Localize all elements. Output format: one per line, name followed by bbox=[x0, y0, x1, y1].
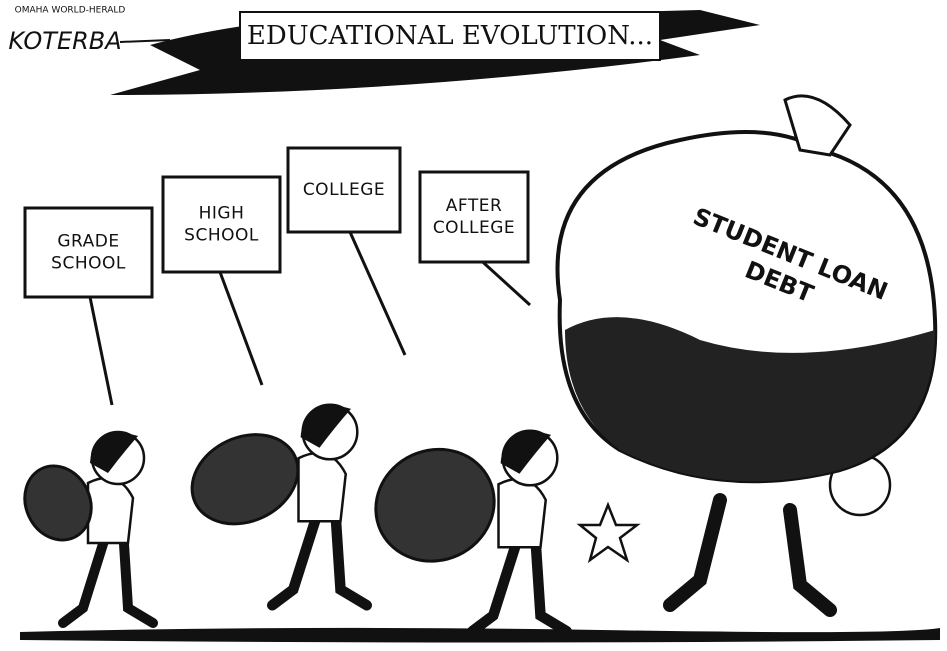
publication: OMAHA WORLD-HERALD bbox=[15, 6, 126, 16]
sign-label: GRADE bbox=[57, 232, 119, 252]
sign-stick bbox=[350, 232, 405, 355]
backpack bbox=[177, 418, 312, 541]
sign-stick bbox=[90, 297, 112, 405]
sign-stick bbox=[220, 272, 262, 385]
sign-label: SCHOOL bbox=[51, 254, 126, 274]
title: EDUCATIONAL EVOLUTION... bbox=[247, 21, 653, 51]
body bbox=[88, 478, 133, 543]
star bbox=[580, 505, 637, 560]
cartoon: EDUCATIONAL EVOLUTION... OMAHA WORLD-HER… bbox=[0, 0, 947, 651]
child-figure bbox=[357, 430, 566, 631]
sign-label: COLLEGE bbox=[303, 180, 385, 200]
sign-board bbox=[420, 172, 528, 262]
sign-label: SCHOOL bbox=[184, 226, 259, 246]
body bbox=[299, 453, 346, 521]
sign: COLLEGE bbox=[288, 148, 405, 355]
sign-board bbox=[25, 208, 152, 297]
body bbox=[499, 479, 546, 547]
title-banner: EDUCATIONAL EVOLUTION... bbox=[110, 10, 760, 95]
sign-label: HIGH bbox=[199, 204, 245, 224]
sign-label: COLLEGE bbox=[433, 218, 515, 238]
sign-label: AFTER bbox=[446, 196, 503, 216]
sign-board bbox=[163, 177, 280, 272]
child-figure bbox=[13, 432, 153, 623]
backpack bbox=[357, 430, 512, 580]
artist: KOTERBA bbox=[8, 27, 121, 55]
child-figure bbox=[177, 405, 366, 606]
legs bbox=[670, 500, 830, 610]
signature-stroke bbox=[120, 40, 170, 42]
